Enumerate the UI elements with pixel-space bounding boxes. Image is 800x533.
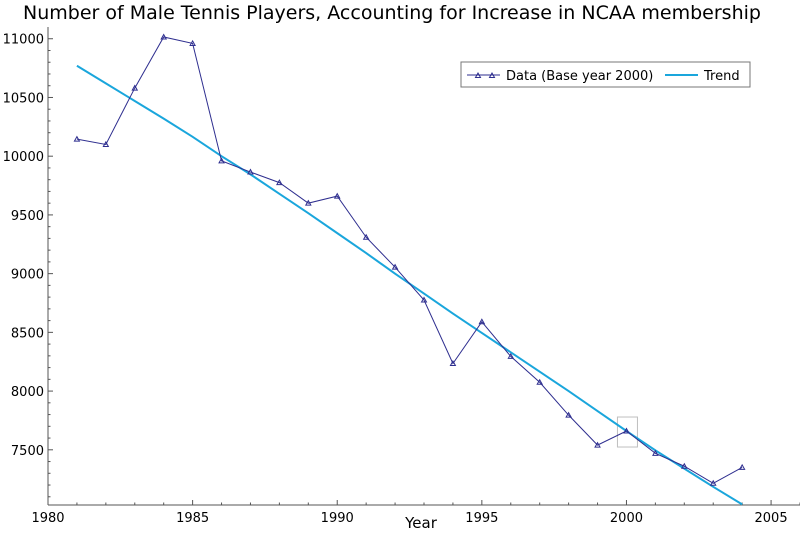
data-line (76, 36, 743, 484)
data-point-marker (333, 192, 341, 199)
legend-label-data: Data (Base year 2000) (506, 69, 653, 84)
plot-area (73, 33, 746, 506)
data-point-marker (304, 199, 312, 206)
y-axis-ticks: 7500 8000 8500 9000 9500 10000 10500 11000 (3, 33, 53, 498)
data-point-marker (218, 157, 225, 164)
data-point-marker (102, 140, 110, 147)
data-point-marker (478, 318, 486, 325)
x-tick-label: 2005 (755, 511, 788, 526)
y-tick-label: 8000 (11, 385, 44, 400)
legend: Data (Base year 2000) Trend (460, 61, 751, 88)
data-point-marker (652, 449, 659, 456)
data-point-marker (738, 463, 746, 470)
x-tick-label: 1980 (31, 511, 64, 526)
data-point-marker (680, 462, 688, 469)
y-tick-label: 9500 (11, 209, 44, 224)
data-point-marker (131, 84, 139, 91)
legend-data-marker (488, 71, 496, 78)
y-tick-label: 9000 (11, 268, 44, 283)
data-point-marker (420, 296, 428, 303)
data-point-marker (623, 427, 630, 434)
y-tick-label: 10000 (3, 150, 44, 165)
data-point-marker (160, 33, 168, 40)
y-tick-label: 10500 (3, 91, 44, 106)
data-point-marker (449, 359, 457, 366)
x-tick-label: 2000 (610, 511, 643, 526)
y-tick-label: 11000 (3, 33, 44, 48)
data-point-marker (536, 378, 544, 385)
data-point-marker (391, 263, 399, 270)
data-point-marker (709, 479, 717, 486)
data-point-marker (507, 352, 515, 359)
y-tick-label: 8500 (11, 326, 44, 341)
x-tick-label: 1995 (465, 511, 498, 526)
legend-box (460, 61, 751, 88)
data-point-marker (276, 179, 283, 186)
data-point-marker (362, 233, 370, 240)
data-point-marker (247, 168, 254, 175)
chart-title: Number of Male Tennis Players, Accountin… (23, 2, 761, 24)
data-point-marker (565, 411, 572, 418)
x-axis-label: Year (404, 514, 438, 532)
x-axis-ticks: 1980 1985 1990 1995 2000 2005 (31, 500, 800, 526)
chart-axes (47, 27, 800, 506)
highlight-box (616, 416, 638, 448)
x-tick-label: 1990 (321, 511, 354, 526)
data-point-marker (189, 39, 196, 46)
y-tick-label: 7500 (11, 444, 44, 459)
data-point-marker (594, 441, 601, 448)
trend-line (76, 64, 743, 506)
data-point-marker (73, 135, 81, 142)
x-tick-label: 1985 (176, 511, 209, 526)
legend-label-trend: Trend (703, 69, 740, 84)
legend-data-marker (474, 71, 482, 78)
